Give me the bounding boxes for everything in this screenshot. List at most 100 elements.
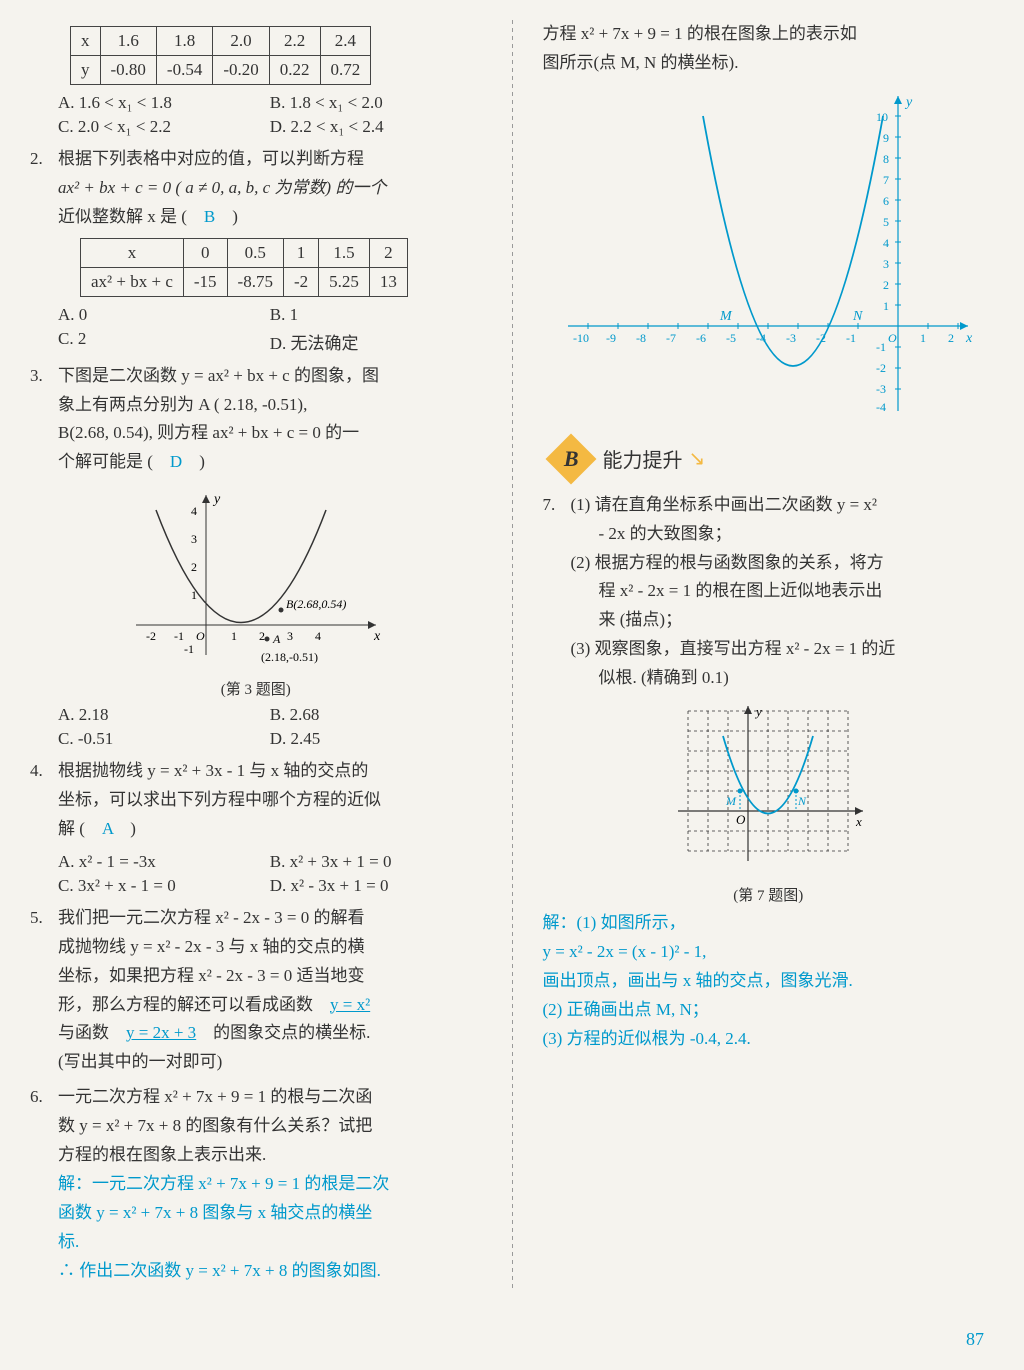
q3-l4b: ) (182, 452, 205, 471)
cell: 2 (369, 238, 407, 267)
q5-ans2: y = 2x + 3 (126, 1023, 196, 1042)
svg-text:7: 7 (883, 173, 889, 187)
svg-text:4: 4 (191, 504, 197, 518)
question-4: 4. 根据抛物线 y = x² + 3x - 1 与 x 轴的交点的 坐标，可以… (30, 757, 482, 844)
q4-ans: A (102, 819, 113, 838)
cell: 5.25 (319, 267, 370, 296)
question-5: 5. 我们把一元二次方程 x² - 2x - 3 = 0 的解看 成抛物线 y … (30, 904, 482, 1077)
q6-num: 6. (30, 1083, 43, 1112)
q6-s2: 函数 y = x² + 7x + 8 图象与 x 轴交点的横坐 (58, 1203, 372, 1222)
svg-text:y: y (754, 704, 762, 719)
q4-l3b: ) (113, 819, 136, 838)
opt-a: A. 2.18 (58, 705, 270, 725)
svg-text:-4: -4 (876, 400, 886, 414)
svg-text:4: 4 (883, 236, 889, 250)
svg-text:y: y (212, 492, 221, 507)
q3-graph: y x -2 -1 O 1 2 3 4 4 3 2 1 -1 A (30, 485, 482, 670)
svg-text:O: O (888, 331, 897, 345)
cell: x (81, 238, 184, 267)
q7-p1a: (1) 请在直角坐标系中画出二次函数 y = x² (571, 495, 878, 514)
q1-options: A. 1.6 < x₁ < 1.8 B. 1.8 < x₁ < 2.0 C. 2… (58, 91, 482, 139)
opt-b: B. 1 (270, 305, 482, 325)
column-divider (512, 20, 513, 1291)
q6-graph: y x -10 -9 -8 -7 -6 -5 -4 -3 -2 -1 O 1 2 (543, 86, 995, 421)
q3-num: 3. (30, 362, 43, 391)
q7-s3: 画出顶点，画出与 x 轴的交点，图象光滑. (543, 971, 853, 990)
svg-text:x: x (965, 331, 973, 346)
q7-p2c: 来 (描点)； (599, 610, 683, 629)
q3-l3: B(2.68, 0.54), 则方程 ax² + bx + c = 0 的一 (58, 423, 359, 442)
svg-text:8: 8 (883, 152, 889, 166)
q5-l6: (写出其中的一对即可) (58, 1052, 222, 1071)
q5-l3: 坐标，如果把方程 x² - 2x - 3 = 0 适当地变 (58, 966, 365, 985)
svg-text:-5: -5 (726, 331, 736, 345)
q4-l1: 根据抛物线 y = x² + 3x - 1 与 x 轴的交点的 (58, 761, 368, 780)
svg-text:2: 2 (259, 629, 265, 643)
svg-text:O: O (736, 812, 746, 827)
q3-ans: D (170, 452, 182, 471)
svg-text:y: y (904, 95, 913, 110)
opt-d: D. 2.45 (270, 729, 482, 749)
q7-p2b: 程 x² - 2x = 1 的根在图上近似地表示出 (599, 581, 883, 600)
q3-caption: (第 3 题图) (30, 678, 482, 699)
cell: x (71, 27, 101, 56)
svg-text:-7: -7 (666, 331, 676, 345)
q2-options: A. 0 B. 1 C. 2 D. 无法确定 (58, 303, 482, 356)
cell: 0.72 (320, 56, 371, 85)
opt-d: D. 无法确定 (270, 329, 482, 354)
q7-solution: 解：(1) 如图所示， y = x² - 2x = (x - 1)² - 1, … (543, 909, 995, 1053)
cell: 2.4 (320, 27, 371, 56)
q5-l4: 形，那么方程的解还可以看成函数 (58, 995, 330, 1014)
page-number: 87 (966, 1329, 984, 1350)
svg-text:-1: -1 (876, 340, 886, 354)
svg-text:A: A (272, 632, 281, 646)
svg-text:-6: -6 (696, 331, 706, 345)
q6-s3: 标. (58, 1232, 79, 1251)
cell: -15 (183, 267, 227, 296)
cell: 0.22 (269, 56, 320, 85)
q3-l2: 象上有两点分别为 A ( 2.18, -0.51), (58, 395, 307, 414)
cell: -8.75 (227, 267, 283, 296)
q6-l3: 方程的根在图象上表示出来. (58, 1145, 266, 1164)
q7-s2: y = x² - 2x = (x - 1)² - 1, (543, 942, 707, 961)
cell: 2.2 (269, 27, 320, 56)
svg-text:-2: -2 (146, 629, 156, 643)
svg-text:1: 1 (920, 331, 926, 345)
badge-b-icon: B (545, 433, 596, 484)
svg-text:3: 3 (287, 629, 293, 643)
svg-text:5: 5 (883, 215, 889, 229)
q2-ans: B (204, 207, 215, 226)
svg-text:2: 2 (191, 560, 197, 574)
question-6: 6. 一元二次方程 x² + 7x + 9 = 1 的根与二次函 数 y = x… (30, 1083, 482, 1285)
svg-text:4: 4 (315, 629, 321, 643)
svg-text:2: 2 (883, 278, 889, 292)
q7-p1b: - 2x 的大致图象； (599, 524, 732, 543)
opt-a: A. 0 (58, 305, 270, 325)
opt-a: A. x² - 1 = -3x (58, 852, 270, 872)
q5-l5: 与函数 (58, 1023, 126, 1042)
q3-l4: 个解可能是 ( (58, 452, 170, 471)
cell: 1 (283, 238, 318, 267)
q4-options: A. x² - 1 = -3x B. x² + 3x + 1 = 0 C. 3x… (58, 850, 482, 898)
svg-text:-2: -2 (876, 361, 886, 375)
q5-num: 5. (30, 904, 43, 933)
cell: 1.8 (156, 27, 212, 56)
svg-text:3: 3 (883, 257, 889, 271)
intro-l2: 图所示(点 M, N 的横坐标). (543, 53, 739, 72)
q2-line3: 近似整数解 x 是 ( (58, 207, 204, 226)
svg-text:x: x (373, 629, 381, 644)
question-3: 3. 下图是二次函数 y = ax² + bx + c 的图象，图 象上有两点分… (30, 362, 482, 478)
q4-l3: 解 ( (58, 819, 102, 838)
q7-p3a: (3) 观察图象，直接写出方程 x² - 2x = 1 的近 (571, 639, 896, 658)
svg-text:-8: -8 (636, 331, 646, 345)
q2-line2: ax² + bx + c = 0 ( a ≠ 0, a, b, c 为常数) 的… (58, 178, 386, 197)
q2-line3b: ) (215, 207, 238, 226)
svg-text:1: 1 (231, 629, 237, 643)
svg-text:N: N (797, 794, 807, 808)
svg-text:M: M (719, 309, 733, 324)
svg-text:-9: -9 (606, 331, 616, 345)
cell: -0.20 (213, 56, 269, 85)
svg-text:6: 6 (883, 194, 889, 208)
opt-d: D. 2.2 < x₁ < 2.4 (270, 117, 482, 137)
cell: 1.6 (100, 27, 156, 56)
